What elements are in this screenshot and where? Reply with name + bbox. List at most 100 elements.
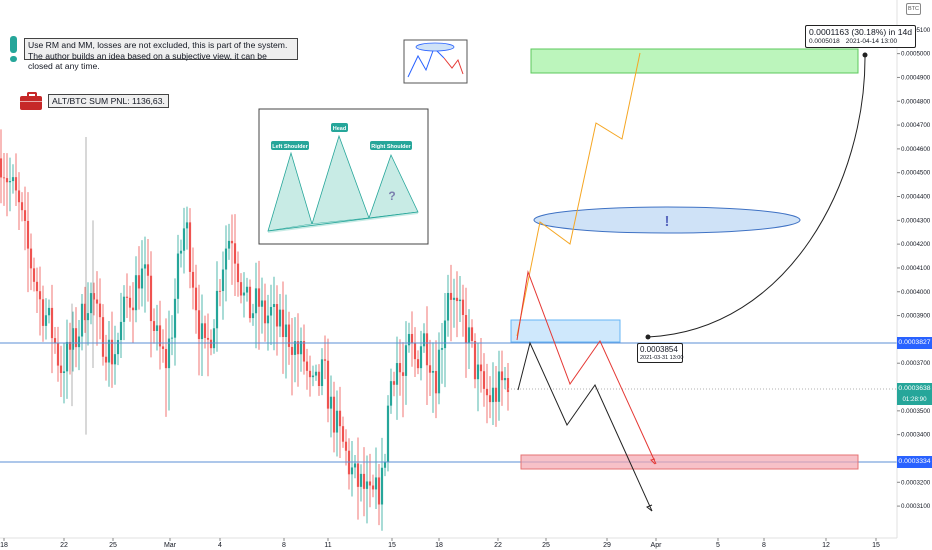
- candle-body: [371, 485, 375, 490]
- neutral-path-arrow: [646, 504, 653, 512]
- candle-body: [431, 370, 435, 373]
- lower-line-price-tag: 0.0003334: [897, 456, 932, 468]
- candle-body: [173, 298, 177, 338]
- buy-zone[interactable]: [510, 319, 621, 343]
- y-tick-label: 0.0003100: [901, 503, 931, 510]
- candle-body: [155, 325, 159, 331]
- y-tick-label: 0.0003900: [901, 313, 931, 320]
- candle-body: [455, 297, 459, 302]
- candle-body: [488, 395, 492, 403]
- candle-body: [161, 346, 165, 349]
- candle-body: [197, 310, 201, 340]
- x-tick-label: 25: [109, 542, 117, 549]
- target-info-label[interactable]: 0.0001163 (30.18%) in 14d 0.0005018 2021-…: [805, 25, 916, 48]
- candle-body: [275, 304, 279, 327]
- candle-body: [290, 346, 294, 355]
- candle-body: [14, 177, 18, 191]
- left-shoulder-label: Left Shoulder: [272, 144, 308, 150]
- bar-countdown: 01:28:90: [897, 395, 932, 405]
- arc-end-point[interactable]: [862, 52, 868, 58]
- candle-body: [38, 291, 42, 300]
- target-zone[interactable]: [530, 48, 859, 74]
- candle-body: [284, 324, 288, 338]
- candle-body: [11, 177, 15, 182]
- disclaimer-note[interactable]: Use RM and MM, losses are not excluded, …: [24, 38, 298, 71]
- pattern-thumbnail[interactable]: [403, 39, 468, 84]
- candle-body: [341, 426, 345, 442]
- y-axis[interactable]: 0.00051000.00050000.00049000.00048000.00…: [897, 27, 931, 510]
- x-tick-label: 12: [822, 542, 830, 549]
- y-tick-label: 0.0005000: [901, 51, 931, 58]
- attention-ellipse[interactable]: [533, 206, 801, 234]
- candle-body: [353, 463, 357, 468]
- candle-body: [134, 275, 138, 311]
- candle-body: [383, 461, 387, 468]
- candle-body: [335, 410, 339, 433]
- candle-body: [200, 323, 204, 340]
- candle-body: [452, 297, 456, 300]
- head-shoulders-schematic[interactable]: Left Shoulder Head Right Shoulder ?: [258, 108, 429, 245]
- stop-zone[interactable]: [520, 454, 859, 470]
- candle-body: [350, 467, 354, 475]
- pnl-note[interactable]: ALT/BTC SUM PNL: 1136,63.: [48, 94, 169, 108]
- candle-body: [287, 324, 291, 347]
- candle-body: [500, 371, 504, 381]
- candle-body: [44, 315, 48, 326]
- neutral-path[interactable]: [517, 341, 653, 512]
- bullish-path[interactable]: [516, 52, 641, 337]
- candle-body: [41, 299, 45, 326]
- candle-body: [380, 467, 384, 505]
- candle-body: [8, 181, 12, 183]
- candle-body: [212, 328, 216, 349]
- candle-body: [59, 365, 63, 374]
- candle-body: [347, 450, 351, 475]
- candle-body: [95, 299, 99, 304]
- candle-body: [332, 396, 336, 433]
- x-tick-label: 25: [542, 542, 550, 549]
- x-axis[interactable]: 18 22 25 Mar 4 8 11 15 18 22 25 29 Apr 5 8 12 15: [0, 538, 880, 549]
- y-tick-label: 0.0004700: [901, 122, 931, 129]
- candle-body: [458, 299, 462, 302]
- candle-body: [272, 304, 276, 307]
- candle-body: [128, 297, 132, 308]
- candle-body: [299, 341, 303, 355]
- candle-body: [218, 290, 222, 292]
- candle-body: [65, 341, 69, 372]
- candle-body: [482, 371, 486, 389]
- candle-body: [101, 317, 105, 357]
- question-mark: ?: [388, 189, 395, 203]
- x-tick-label: 15: [388, 542, 396, 549]
- candle-body: [140, 268, 144, 289]
- start-point-price: 0.0003854: [640, 345, 678, 354]
- candle-body: [440, 348, 444, 350]
- right-shoulder-label: Right Shoulder: [371, 144, 411, 150]
- candle-body: [221, 269, 225, 292]
- candle-body: [182, 228, 186, 251]
- candle-body: [137, 275, 141, 289]
- upper-line-price-tag: 0.0003827: [897, 337, 932, 349]
- candle-body: [476, 364, 480, 380]
- candle-body: [320, 359, 324, 387]
- candle-body: [314, 371, 318, 376]
- arc-start-point[interactable]: [645, 334, 651, 340]
- candle-body: [401, 372, 405, 376]
- candle-body: [98, 303, 102, 318]
- candle-body: [5, 178, 9, 183]
- symbol-badge[interactable]: BTC: [906, 3, 921, 15]
- candle-body: [47, 307, 51, 316]
- candle-body: [263, 300, 267, 324]
- bearish-path-arrow: [650, 458, 656, 465]
- projection-arc[interactable]: [647, 54, 866, 338]
- x-tick-label: 29: [603, 542, 611, 549]
- candle-body: [53, 338, 57, 343]
- candle-body: [389, 381, 393, 406]
- y-tick-label: 0.0003500: [901, 408, 931, 415]
- candle-body: [413, 343, 417, 360]
- candle-body: [326, 360, 330, 409]
- start-point-label[interactable]: 0.0003854 2021-03-31 13:00: [637, 343, 683, 363]
- candle-body: [185, 222, 189, 229]
- bearish-path[interactable]: [516, 270, 657, 465]
- candle-body: [194, 287, 198, 311]
- y-tick-label: 0.0004300: [901, 217, 931, 224]
